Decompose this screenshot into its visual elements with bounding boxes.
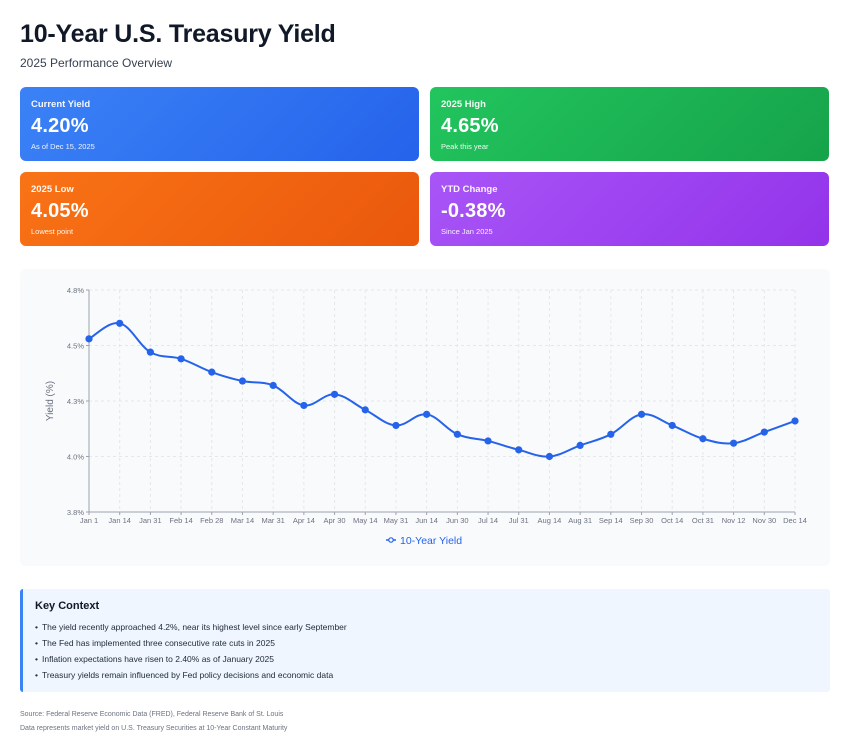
- x-tick-label: Jun 14: [415, 516, 438, 525]
- yield-data-point: [576, 441, 584, 449]
- card-value: 4.65%: [441, 115, 499, 137]
- yield-data-point: [177, 355, 185, 363]
- legend-label: 10-Year Yield: [400, 535, 462, 547]
- x-tick-label: Oct 31: [692, 516, 714, 525]
- card-note: Lowest point: [31, 227, 74, 236]
- yield-data-point: [545, 452, 554, 461]
- current-yield-card: Current Yield 4.20% As of Dec 15, 2025: [20, 87, 419, 161]
- x-tick-label: Mar 14: [231, 516, 254, 525]
- x-tick-label: Jan 1: [80, 516, 98, 525]
- y-axis-label: Yield (%): [45, 381, 56, 421]
- x-tick-label: May 31: [384, 516, 409, 525]
- card-label: YTD Change: [441, 184, 498, 195]
- x-tick-label: Apr 30: [324, 516, 346, 525]
- page-subtitle: 2025 Performance Overview: [20, 56, 173, 70]
- ytd-change-card: YTD Change -0.38% Since Jan 2025: [430, 172, 829, 246]
- card-value: -0.38%: [441, 200, 506, 222]
- yield-data-point: [515, 446, 523, 454]
- card-note: Since Jan 2025: [441, 227, 493, 236]
- x-tick-label: Mar 31: [262, 516, 285, 525]
- yield-data-point: [760, 428, 768, 436]
- card-label: Current Yield: [31, 99, 91, 110]
- yield-data-point: [668, 421, 676, 430]
- legend-marker-icon: [388, 537, 394, 543]
- x-tick-label: Jan 31: [139, 516, 162, 525]
- x-tick-label: Aug 31: [568, 516, 592, 525]
- card-value: 4.20%: [31, 115, 89, 137]
- yield-data-point: [361, 406, 369, 414]
- x-tick-label: May 14: [353, 516, 378, 525]
- yield-data-point: [208, 368, 216, 376]
- yield-data-point: [699, 435, 707, 443]
- y-tick-label: 4.5%: [67, 342, 84, 351]
- context-list: The yield recently approached 4.2%, near…: [35, 619, 818, 683]
- yield-data-point: [484, 437, 492, 445]
- x-tick-label: Sep 14: [599, 516, 623, 525]
- x-tick-label: Feb 14: [169, 516, 192, 525]
- x-tick-label: Jun 30: [446, 516, 469, 525]
- card-value: 4.05%: [31, 200, 89, 222]
- context-item: Inflation expectations have risen to 2.4…: [35, 651, 818, 667]
- yield-data-point: [392, 421, 400, 430]
- y-tick-label: 4.3%: [67, 397, 84, 406]
- y-tick-label: 4.0%: [67, 453, 84, 462]
- yield-data-point: [791, 417, 799, 425]
- yield-series-line: [88, 322, 796, 458]
- yield-data-point: [238, 377, 247, 385]
- low-yield-card: 2025 Low 4.05% Lowest point: [20, 172, 419, 246]
- yield-data-point: [730, 439, 738, 447]
- yield-data-point: [423, 410, 431, 418]
- x-tick-label: Jul 14: [478, 516, 498, 525]
- y-tick-label: 4.8%: [67, 286, 84, 295]
- x-tick-label: Apr 14: [293, 516, 315, 525]
- page-title: 10-Year U.S. Treasury Yield: [20, 20, 336, 48]
- x-tick-label: Jul 31: [509, 516, 529, 525]
- yield-data-point: [637, 410, 646, 418]
- source-text: Source: Federal Reserve Economic Data (F…: [20, 711, 284, 718]
- context-item: Treasury yields remain influenced by Fed…: [35, 667, 818, 683]
- yield-data-point: [330, 390, 339, 398]
- y-tick-label: 3.8%: [67, 508, 84, 517]
- yield-data-point: [300, 401, 308, 410]
- source-note: Data represents market yield on U.S. Tre…: [20, 725, 288, 732]
- x-tick-label: Nov 12: [722, 516, 746, 525]
- x-tick-label: Jan 14: [108, 516, 131, 525]
- yield-chart-panel: 3.8% 4.0% 4.3% 4.5% 4.8% Jan 1 Jan 14 Jan 31 Feb…: [20, 269, 830, 566]
- x-tick-label: Aug 14: [538, 516, 562, 525]
- x-tick-label: Dec 14: [783, 516, 807, 525]
- high-yield-card: 2025 High 4.65% Peak this year: [430, 87, 829, 161]
- yield-data-point: [85, 335, 93, 343]
- context-item: The Fed has implemented three consecutiv…: [35, 635, 818, 651]
- x-tick-label: Nov 30: [752, 516, 776, 525]
- yield-data-point: [146, 348, 154, 356]
- yield-data-point: [607, 430, 615, 438]
- yield-data-point: [453, 430, 461, 438]
- card-note: Peak this year: [441, 142, 489, 151]
- x-tick-label: Oct 14: [661, 516, 683, 525]
- context-item: The yield recently approached 4.2%, near…: [35, 619, 818, 635]
- card-label: 2025 Low: [31, 184, 74, 195]
- x-tick-label: Feb 28: [200, 516, 223, 525]
- source-footer: Source: Federal Reserve Economic Data (F…: [20, 708, 287, 736]
- yield-line-chart: 3.8% 4.0% 4.3% 4.5% 4.8% Jan 1 Jan 14 Jan 31 Feb…: [45, 286, 807, 547]
- context-title: Key Context: [35, 600, 100, 612]
- card-note: As of Dec 15, 2025: [31, 142, 95, 151]
- yield-data-point: [116, 319, 124, 327]
- card-label: 2025 High: [441, 99, 486, 110]
- x-tick-label: Sep 30: [630, 516, 654, 525]
- key-context-panel: Key Context The yield recently approache…: [20, 589, 830, 692]
- yield-data-point: [269, 381, 277, 390]
